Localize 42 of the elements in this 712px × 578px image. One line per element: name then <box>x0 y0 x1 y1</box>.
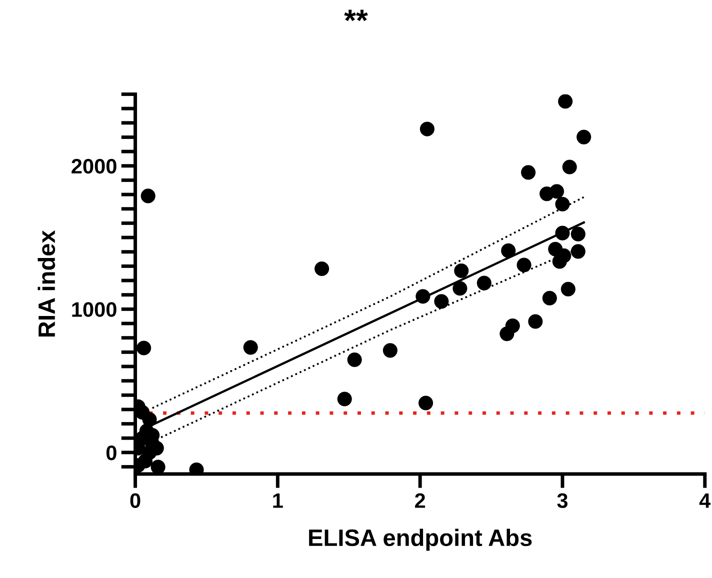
x-tick-label: 4 <box>699 493 711 508</box>
point <box>560 282 576 296</box>
point <box>416 289 430 304</box>
point <box>418 396 434 410</box>
point <box>576 130 592 144</box>
point <box>555 196 570 212</box>
point <box>476 276 492 290</box>
point <box>243 340 258 355</box>
x-axis-title: ELISA endpoint Abs <box>309 528 532 551</box>
chart-title: ** <box>344 10 368 22</box>
point <box>555 226 570 240</box>
point <box>501 243 516 258</box>
y-tick-label: 0 <box>106 445 116 460</box>
x-tick-label: 0 <box>130 493 140 508</box>
point <box>150 460 166 474</box>
point <box>382 343 398 358</box>
point <box>347 352 362 368</box>
y-tick-label: 1000 <box>72 302 116 317</box>
y-tick-label: 2000 <box>72 158 116 174</box>
point <box>562 160 577 174</box>
point <box>550 184 564 199</box>
point <box>558 94 573 109</box>
point <box>516 258 532 272</box>
point <box>570 226 586 242</box>
point <box>570 244 586 259</box>
point <box>528 314 543 329</box>
point <box>420 122 434 136</box>
point <box>314 261 330 276</box>
point <box>521 165 536 180</box>
point <box>454 263 469 278</box>
point <box>337 392 352 406</box>
point <box>500 326 514 342</box>
y-axis-title: RIA index <box>38 230 56 337</box>
point <box>552 254 567 269</box>
x-tick-label: 2 <box>415 493 426 508</box>
point <box>434 294 449 309</box>
x-tick-label: 1 <box>273 493 283 508</box>
point <box>136 340 152 356</box>
point <box>452 281 468 296</box>
x-tick-label: 3 <box>557 493 568 508</box>
point <box>542 290 557 306</box>
point <box>140 188 156 204</box>
